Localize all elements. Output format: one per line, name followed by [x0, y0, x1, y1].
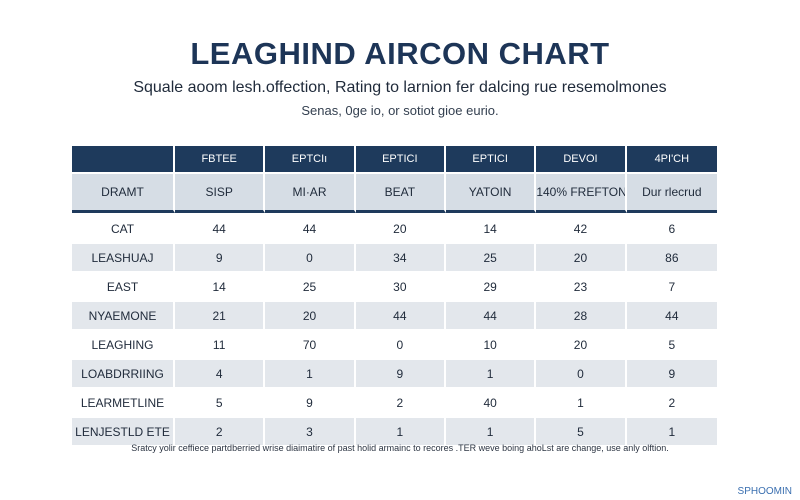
row-label: LEASHUAJ	[72, 242, 175, 271]
table-cell: 1	[536, 387, 627, 416]
table-row: EAST 14 25 30 29 23 7	[72, 271, 717, 300]
table-cell: 4	[175, 358, 266, 387]
table-cell: 7	[626, 271, 717, 300]
header-top-cell: FBTEE	[175, 146, 266, 172]
header-row-sub: DRAMT SISP MI·AR BEAT YATOIN 140% FREFTO…	[72, 172, 717, 213]
header-row-top: FBTEE EPTCIı EPTICI EPTICI DEVOI 4PI'CH	[72, 146, 717, 172]
table-cell: 42	[536, 213, 627, 242]
row-label: NYAEMONE	[72, 300, 175, 329]
table-cell: 9	[626, 358, 717, 387]
table-cell: 34	[355, 242, 446, 271]
table-cell: 9	[265, 387, 356, 416]
table-row: LEAGHING 11 70 0 10 20 5	[72, 329, 717, 358]
table-cell: 14	[175, 271, 266, 300]
table-cell: 5	[175, 387, 266, 416]
table-cell: 44	[175, 213, 266, 242]
row-label: CAT	[72, 213, 175, 242]
table-cell: 0	[536, 358, 627, 387]
table-cell: 2	[626, 387, 717, 416]
row-label: LEAGHING	[72, 329, 175, 358]
header-top-cell: EPTCIı	[265, 146, 356, 172]
header-sub-cell: Dur rlecrud	[626, 172, 717, 213]
header-top-cell: EPTICI	[445, 146, 537, 172]
header-top-cell: DEVOI	[536, 146, 627, 172]
chart-subtitle: Squale aoom lesh.offection, Rating to la…	[133, 79, 667, 96]
table-cell: 44	[265, 213, 356, 242]
table-cell: 86	[626, 242, 717, 271]
table-cell: 6	[626, 213, 717, 242]
header-top-cell	[72, 146, 175, 172]
table-cell: 2	[175, 416, 266, 445]
table-cell: 9	[175, 242, 266, 271]
table-body: CAT 44 44 20 14 42 6 LEASHUAJ 9 0 34 25 20 86 EAST 14 25…	[72, 213, 717, 445]
table-cell: 44	[626, 300, 717, 329]
watermark: SPHOOMIN	[737, 486, 792, 497]
table-cell: 25	[265, 271, 356, 300]
table-row: CAT 44 44 20 14 42 6	[72, 213, 717, 242]
table-cell: 5	[536, 416, 627, 445]
table-cell: 1	[355, 416, 446, 445]
data-table: FBTEE EPTCIı EPTICI EPTICI DEVOI 4PI'CH …	[72, 146, 717, 445]
table-cell: 0	[355, 329, 446, 358]
table-cell: 9	[355, 358, 446, 387]
table-row: NYAEMONE 21 20 44 44 28 44	[72, 300, 717, 329]
table-cell: 29	[445, 271, 537, 300]
table-cell: 10	[445, 329, 537, 358]
table-cell: 1	[445, 416, 537, 445]
table-cell: 20	[355, 213, 446, 242]
table-row: LEARMETLINE 5 9 2 40 1 2	[72, 387, 717, 416]
table-cell: 28	[536, 300, 627, 329]
table-cell: 25	[445, 242, 537, 271]
table-cell: 5	[626, 329, 717, 358]
table-cell: 44	[445, 300, 537, 329]
header-top-cell: 4PI'CH	[626, 146, 717, 172]
table-cell: 14	[445, 213, 537, 242]
table-cell: 20	[536, 242, 627, 271]
table-cell: 1	[445, 358, 537, 387]
row-label: EAST	[72, 271, 175, 300]
header-sub-cell: DRAMT	[72, 172, 175, 213]
footnote: Sratcy yolir ceffiece partdberried wrise…	[131, 443, 669, 453]
table-cell: 3	[265, 416, 356, 445]
header-sub-cell: SISP	[175, 172, 266, 213]
table-cell: 11	[175, 329, 266, 358]
table-cell: 21	[175, 300, 266, 329]
row-label: LENJESTLD ETE	[72, 416, 175, 445]
table-row: LEASHUAJ 9 0 34 25 20 86	[72, 242, 717, 271]
table-row: LENJESTLD ETE 2 3 1 1 5 1	[72, 416, 717, 445]
header-sub-cell: MI·AR	[265, 172, 356, 213]
table-cell: 44	[355, 300, 446, 329]
table-cell: 2	[355, 387, 446, 416]
table-cell: 0	[265, 242, 356, 271]
row-label: LEARMETLINE	[72, 387, 175, 416]
table-row: LOABDRRIING 4 1 9 1 0 9	[72, 358, 717, 387]
header-top-cell: EPTICI	[355, 146, 446, 172]
header-sub-cell: YATOIN	[445, 172, 537, 213]
table-cell: 23	[536, 271, 627, 300]
chart-caption: Senas, 0ge io, or sotiot gioe eurio.	[301, 103, 499, 118]
table-cell: 1	[626, 416, 717, 445]
table-cell: 1	[265, 358, 356, 387]
row-label: LOABDRRIING	[72, 358, 175, 387]
header-sub-cell: 140% FREFTON COURIRIN	[536, 172, 627, 213]
table-cell: 20	[265, 300, 356, 329]
table-cell: 40	[445, 387, 537, 416]
header-sub-cell: BEAT	[355, 172, 446, 213]
table-cell: 20	[536, 329, 627, 358]
chart-title: LEAGHIND AIRCON CHART	[190, 36, 610, 71]
table-cell: 70	[265, 329, 356, 358]
table-cell: 30	[355, 271, 446, 300]
